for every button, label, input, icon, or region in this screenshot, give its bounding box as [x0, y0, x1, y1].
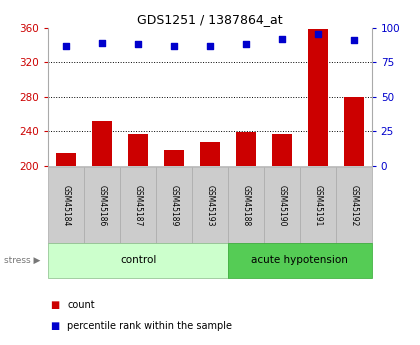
Point [135, 41, 142, 47]
Bar [128, 134, 148, 166]
Point [99, 40, 105, 46]
Point [171, 43, 177, 48]
Text: percentile rank within the sample: percentile rank within the sample [67, 321, 232, 331]
Text: count: count [67, 300, 95, 310]
Title: GDS1251 / 1387864_at: GDS1251 / 1387864_at [137, 13, 283, 27]
Text: ■: ■ [50, 321, 60, 331]
Bar [164, 150, 184, 166]
Text: GSM45193: GSM45193 [205, 185, 215, 226]
Point [278, 36, 285, 41]
Point [350, 37, 357, 43]
Text: GSM45192: GSM45192 [349, 185, 358, 226]
Bar [272, 134, 292, 166]
Text: GSM45184: GSM45184 [62, 185, 71, 226]
Text: GSM45190: GSM45190 [277, 185, 286, 226]
Text: ■: ■ [50, 300, 60, 310]
Text: GSM45186: GSM45186 [98, 185, 107, 226]
Bar [56, 152, 76, 166]
Point [315, 32, 321, 37]
Bar [308, 29, 328, 166]
Text: GSM45189: GSM45189 [170, 185, 178, 226]
Text: GSM45187: GSM45187 [134, 185, 143, 226]
Text: acute hypotension: acute hypotension [252, 256, 348, 265]
Bar [200, 142, 220, 166]
Point [63, 43, 70, 48]
Bar [236, 132, 256, 166]
Text: GSM45191: GSM45191 [313, 185, 322, 226]
Text: GSM45188: GSM45188 [241, 185, 250, 226]
Bar [92, 121, 112, 166]
Text: control: control [120, 256, 156, 265]
Point [243, 41, 249, 47]
Bar [344, 97, 364, 166]
Text: stress ▶: stress ▶ [4, 256, 41, 265]
Point [207, 43, 213, 48]
